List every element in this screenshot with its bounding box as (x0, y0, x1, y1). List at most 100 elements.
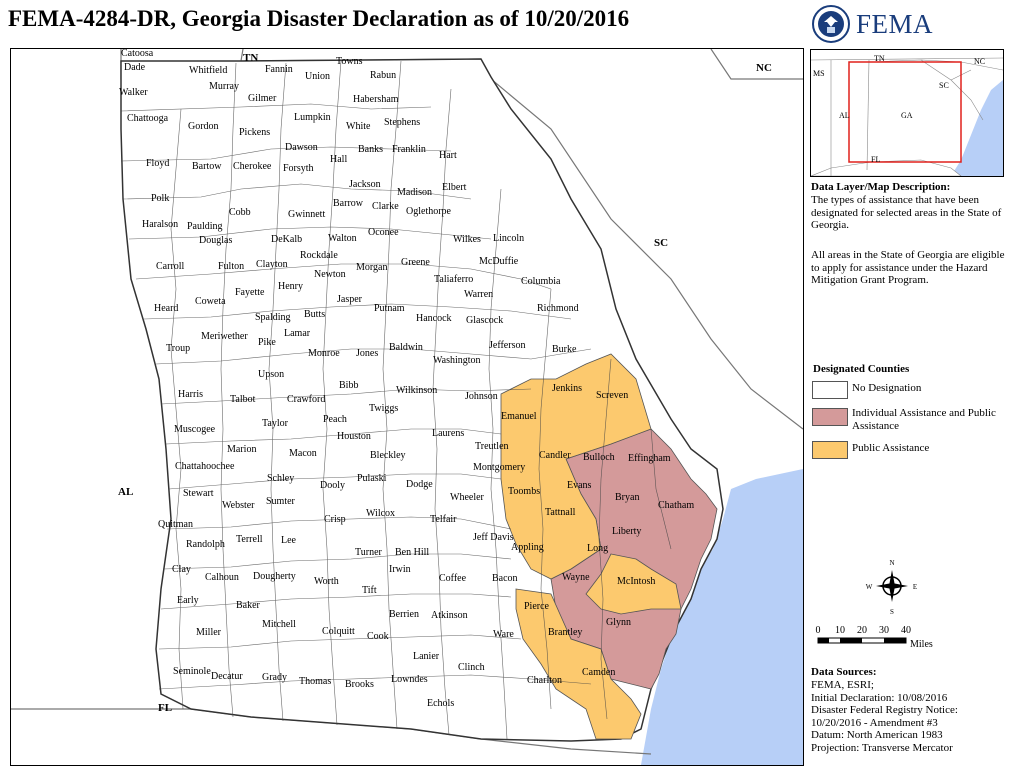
legend-label: No Designation (852, 382, 922, 394)
county-label-mcduffie: McDuffie (479, 256, 519, 267)
county-label-pierce: Pierce (524, 601, 550, 612)
inset-locator-map: TN NC MS SC GA AL FL (810, 49, 1004, 177)
county-label-lincoln: Lincoln (493, 233, 524, 244)
legend-title: Designated Counties (813, 363, 910, 375)
county-label-jefferson: Jefferson (489, 340, 525, 351)
legend-item-pa: Public Assistance (812, 441, 1007, 459)
county-label-mitchell: Mitchell (262, 619, 296, 630)
source-line: Projection: Transverse Mercator (811, 741, 953, 754)
county-label-baker: Baker (236, 600, 261, 611)
county-label-screven: Screven (596, 390, 628, 401)
map-title: FEMA-4284-DR, Georgia Disaster Declarati… (8, 6, 630, 31)
county-label-webster: Webster (222, 500, 255, 511)
county-label-troup: Troup (166, 343, 190, 354)
county-label-sumter: Sumter (266, 496, 296, 507)
county-label-harris: Harris (178, 389, 203, 400)
county-label-catoosa: Catoosa (121, 48, 154, 59)
county-label-miller: Miller (196, 627, 222, 638)
county-label-houston: Houston (337, 431, 371, 442)
county-label-brantley: Brantley (548, 627, 582, 638)
county-label-warren: Warren (464, 289, 493, 300)
county-label-columbia: Columbia (521, 276, 561, 287)
county-label-echols: Echols (427, 698, 454, 709)
county-label-thomas: Thomas (299, 676, 331, 687)
county-label-dodge: Dodge (406, 479, 433, 490)
county-label-macon: Macon (289, 448, 317, 459)
county-label-morgan: Morgan (356, 262, 387, 273)
scale-tick-label: 40 (901, 625, 911, 636)
county-label-glascock: Glascock (466, 315, 503, 326)
county-label-dougherty: Dougherty (253, 571, 296, 582)
county-label-treutlen: Treutlen (475, 441, 509, 452)
county-label-liberty: Liberty (612, 526, 641, 537)
county-label-whitfield: Whitfield (189, 65, 227, 76)
county-label-meriwether: Meriwether (201, 331, 248, 342)
county-label-cobb: Cobb (229, 207, 251, 218)
legend-label: Public Assistance (852, 442, 930, 454)
county-label-madison: Madison (397, 187, 432, 198)
county-label-evans: Evans (567, 480, 592, 491)
legend-item-no-designation: No Designation (812, 381, 1007, 399)
county-label-bacon: Bacon (492, 573, 518, 584)
county-label-stewart: Stewart (183, 488, 214, 499)
county-label-wheeler: Wheeler (450, 492, 485, 503)
county-label-tattnall: Tattnall (545, 507, 576, 518)
scale-tick-label: 30 (879, 625, 889, 636)
data-sources-body: FEMA, ESRI; Initial Declaration: 10/08/2… (811, 679, 1006, 754)
region-pa-north (500, 353, 652, 580)
county-label-rabun: Rabun (370, 70, 396, 81)
county-label-montgomery: Montgomery (473, 462, 525, 473)
county-label-taylor: Taylor (262, 418, 289, 429)
state-label-sc: SC (654, 237, 668, 249)
county-label-carroll: Carroll (156, 261, 185, 272)
county-label-talbot: Talbot (230, 394, 256, 405)
county-label-calhoun: Calhoun (205, 572, 239, 583)
county-label-heard: Heard (154, 303, 178, 314)
county-label-bleckley: Bleckley (370, 450, 406, 461)
county-label-jackson: Jackson (349, 179, 381, 190)
county-label-taliaferro: Taliaferro (434, 274, 473, 285)
county-label-johnson: Johnson (465, 391, 498, 402)
county-label-walker: Walker (119, 87, 148, 98)
county-label-lamar: Lamar (284, 328, 311, 339)
county-label-appling: Appling (511, 542, 544, 553)
county-label-union: Union (305, 71, 330, 82)
legend-label: Individual Assistance and Public Assista… (852, 407, 996, 432)
county-label-turner: Turner (355, 547, 383, 558)
county-label-pickens: Pickens (239, 127, 270, 138)
county-label-dooly: Dooly (320, 480, 345, 491)
county-label-washington: Washington (433, 355, 481, 366)
scale-unit: Miles (910, 639, 933, 650)
scale-tick-label: 20 (857, 625, 867, 636)
county-label-lumpkin: Lumpkin (294, 112, 331, 123)
county-label-burke: Burke (552, 344, 577, 355)
county-label-long: Long (587, 543, 608, 554)
inset-label-nc: NC (974, 57, 985, 66)
county-label-terrell: Terrell (236, 534, 263, 545)
county-label-polk: Polk (151, 193, 169, 204)
county-label-candler: Candler (539, 450, 571, 461)
county-label-dekalb: DeKalb (271, 234, 302, 245)
region-pa-long (585, 553, 682, 615)
county-label-floyd: Floyd (146, 158, 169, 169)
county-label-hall: Hall (330, 154, 347, 165)
county-label-toombs: Toombs (508, 486, 540, 497)
source-line: 10/20/2016 - Amendment #3 (811, 716, 938, 729)
county-label-irwin: Irwin (389, 564, 411, 575)
county-label-dawson: Dawson (285, 142, 318, 153)
county-label-spalding: Spalding (255, 312, 291, 323)
inset-label-sc: SC (939, 81, 949, 90)
compass-w: W (866, 583, 873, 591)
county-label-bibb: Bibb (339, 380, 358, 391)
county-label-fulton: Fulton (218, 261, 244, 272)
county-label-walton: Walton (328, 233, 357, 244)
county-label-effingham: Effingham (628, 453, 671, 464)
county-label-cook: Cook (367, 631, 389, 642)
source-line: Initial Declaration: 10/08/2016 (811, 691, 948, 704)
county-label-grady: Grady (262, 672, 287, 683)
county-label-seminole: Seminole (173, 666, 211, 677)
county-label-paulding: Paulding (187, 221, 223, 232)
compass-s: S (890, 608, 894, 616)
county-label-lee: Lee (281, 535, 297, 546)
county-label-butts: Butts (304, 309, 325, 320)
